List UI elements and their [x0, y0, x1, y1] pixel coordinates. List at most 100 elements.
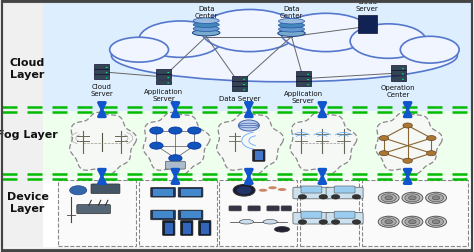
FancyBboxPatch shape — [229, 206, 241, 211]
Text: Application
Server: Application Server — [144, 89, 183, 102]
Ellipse shape — [111, 29, 457, 82]
FancyBboxPatch shape — [281, 206, 292, 211]
FancyBboxPatch shape — [181, 189, 201, 196]
Circle shape — [169, 155, 182, 162]
Ellipse shape — [281, 13, 371, 52]
FancyBboxPatch shape — [362, 180, 468, 246]
Circle shape — [331, 195, 340, 199]
Ellipse shape — [278, 26, 304, 32]
FancyBboxPatch shape — [165, 161, 185, 169]
Polygon shape — [70, 112, 137, 174]
Text: Cloud
Layer: Cloud Layer — [10, 58, 45, 80]
Circle shape — [352, 195, 361, 199]
Circle shape — [409, 220, 416, 224]
Polygon shape — [290, 112, 357, 174]
Circle shape — [402, 68, 404, 69]
Circle shape — [409, 196, 416, 200]
FancyBboxPatch shape — [391, 65, 406, 70]
FancyBboxPatch shape — [183, 223, 191, 234]
Circle shape — [402, 79, 404, 80]
Circle shape — [405, 194, 420, 202]
FancyBboxPatch shape — [296, 76, 311, 81]
Circle shape — [319, 220, 328, 224]
Circle shape — [188, 142, 201, 149]
FancyBboxPatch shape — [151, 210, 175, 220]
FancyBboxPatch shape — [156, 74, 171, 79]
Polygon shape — [217, 112, 283, 174]
Circle shape — [307, 79, 309, 80]
Circle shape — [426, 192, 447, 203]
Ellipse shape — [278, 30, 304, 36]
FancyBboxPatch shape — [219, 180, 297, 246]
FancyBboxPatch shape — [58, 180, 136, 246]
Ellipse shape — [139, 21, 222, 57]
Polygon shape — [143, 112, 210, 174]
Circle shape — [432, 220, 440, 224]
FancyBboxPatch shape — [153, 189, 173, 196]
FancyBboxPatch shape — [178, 187, 203, 197]
FancyBboxPatch shape — [334, 186, 355, 193]
FancyBboxPatch shape — [201, 223, 209, 234]
FancyBboxPatch shape — [232, 81, 247, 86]
Ellipse shape — [263, 219, 277, 224]
FancyBboxPatch shape — [163, 220, 175, 235]
Ellipse shape — [201, 10, 298, 52]
Ellipse shape — [109, 37, 168, 62]
Circle shape — [243, 89, 245, 90]
Circle shape — [188, 127, 201, 134]
FancyBboxPatch shape — [301, 186, 322, 193]
Circle shape — [307, 74, 309, 75]
Circle shape — [381, 194, 396, 202]
Circle shape — [379, 136, 389, 141]
Text: Data
Center: Data Center — [280, 6, 303, 19]
FancyBboxPatch shape — [199, 220, 211, 235]
Circle shape — [432, 196, 440, 200]
Ellipse shape — [278, 30, 305, 37]
FancyBboxPatch shape — [267, 206, 279, 211]
Circle shape — [403, 123, 412, 128]
Ellipse shape — [274, 227, 290, 232]
Ellipse shape — [268, 186, 277, 189]
Circle shape — [70, 186, 87, 195]
FancyBboxPatch shape — [232, 76, 247, 81]
Circle shape — [237, 186, 252, 194]
Text: Data Server: Data Server — [219, 96, 260, 102]
Circle shape — [169, 127, 182, 134]
FancyBboxPatch shape — [153, 211, 173, 218]
Circle shape — [385, 196, 392, 200]
Circle shape — [233, 184, 255, 196]
FancyBboxPatch shape — [77, 205, 110, 214]
FancyBboxPatch shape — [181, 211, 201, 218]
FancyBboxPatch shape — [326, 212, 363, 224]
FancyBboxPatch shape — [151, 187, 175, 197]
Circle shape — [379, 151, 389, 156]
Circle shape — [167, 72, 169, 73]
Text: Application
Server: Application Server — [284, 91, 323, 104]
Circle shape — [243, 79, 245, 80]
Circle shape — [402, 216, 423, 227]
FancyBboxPatch shape — [94, 64, 109, 69]
Ellipse shape — [259, 189, 267, 192]
Ellipse shape — [193, 26, 219, 32]
Circle shape — [426, 216, 447, 227]
Circle shape — [167, 77, 169, 78]
FancyBboxPatch shape — [181, 220, 193, 235]
FancyBboxPatch shape — [94, 75, 109, 79]
Circle shape — [427, 151, 436, 156]
FancyBboxPatch shape — [293, 187, 330, 199]
Circle shape — [106, 72, 108, 73]
Ellipse shape — [401, 36, 459, 63]
Circle shape — [378, 192, 399, 203]
Circle shape — [331, 220, 340, 224]
Circle shape — [403, 158, 412, 163]
Ellipse shape — [278, 22, 304, 28]
FancyBboxPatch shape — [253, 150, 265, 161]
Circle shape — [402, 73, 404, 74]
FancyBboxPatch shape — [43, 178, 472, 247]
Circle shape — [243, 84, 245, 85]
Circle shape — [405, 218, 420, 226]
FancyBboxPatch shape — [165, 223, 173, 234]
Ellipse shape — [193, 30, 219, 36]
FancyBboxPatch shape — [391, 76, 406, 81]
Circle shape — [319, 195, 328, 199]
